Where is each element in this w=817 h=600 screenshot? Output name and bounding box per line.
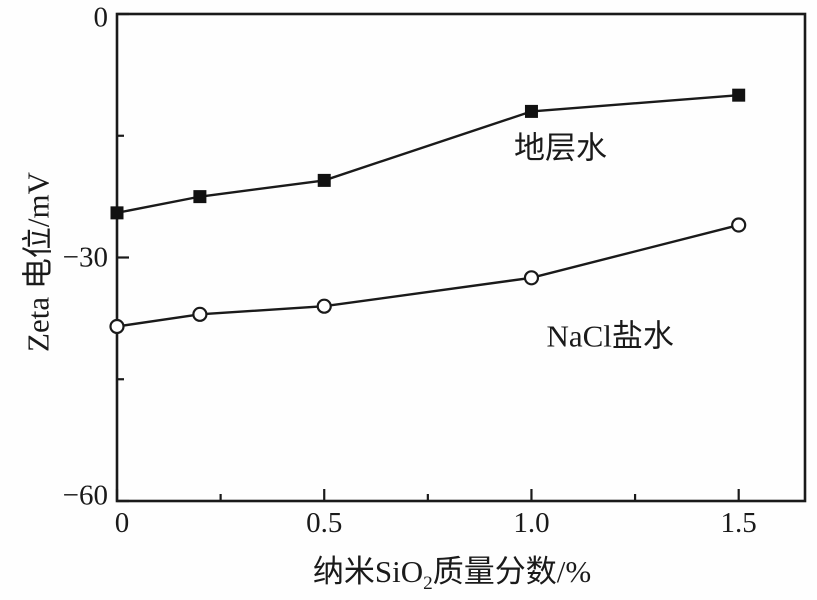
marker-filled-square <box>110 206 124 220</box>
y-axis-title: Zeta 电位/mV <box>20 172 56 352</box>
marker-filled-square <box>732 88 746 102</box>
x-axis-title: 纳米SiO2质量分数/% <box>312 554 592 593</box>
x-axis-title-pre: 纳米SiO <box>312 554 424 589</box>
marker-open-circle <box>192 306 208 322</box>
series-line-1 <box>116 223 739 328</box>
x-axis-title-post: 质量分数/% <box>432 554 592 589</box>
x-tick-label: 0 <box>114 507 130 539</box>
series-line-0 <box>116 93 739 215</box>
marker-filled-square <box>524 104 538 118</box>
marker-open-circle <box>109 318 125 335</box>
x-tick-label: 1.5 <box>720 507 757 539</box>
marker-open-circle <box>316 298 332 314</box>
plot-border <box>115 12 807 503</box>
y-tick-label: −30 <box>62 241 108 273</box>
series-label-nacl-brine: NaCl盐水 <box>546 318 674 354</box>
x-tick-label: 1.0 <box>513 507 550 539</box>
series-label-formation-water: 地层水 <box>513 130 607 166</box>
x-tick-label: 0.5 <box>306 507 343 539</box>
y-tick-label: −60 <box>62 479 108 512</box>
x-axis-title-subscript: 2 <box>423 573 433 595</box>
y-tick-label: 0 <box>93 1 109 34</box>
marker-filled-square <box>317 173 331 187</box>
marker-open-circle <box>731 217 747 233</box>
marker-filled-square <box>193 190 207 204</box>
marker-open-circle <box>523 270 540 286</box>
